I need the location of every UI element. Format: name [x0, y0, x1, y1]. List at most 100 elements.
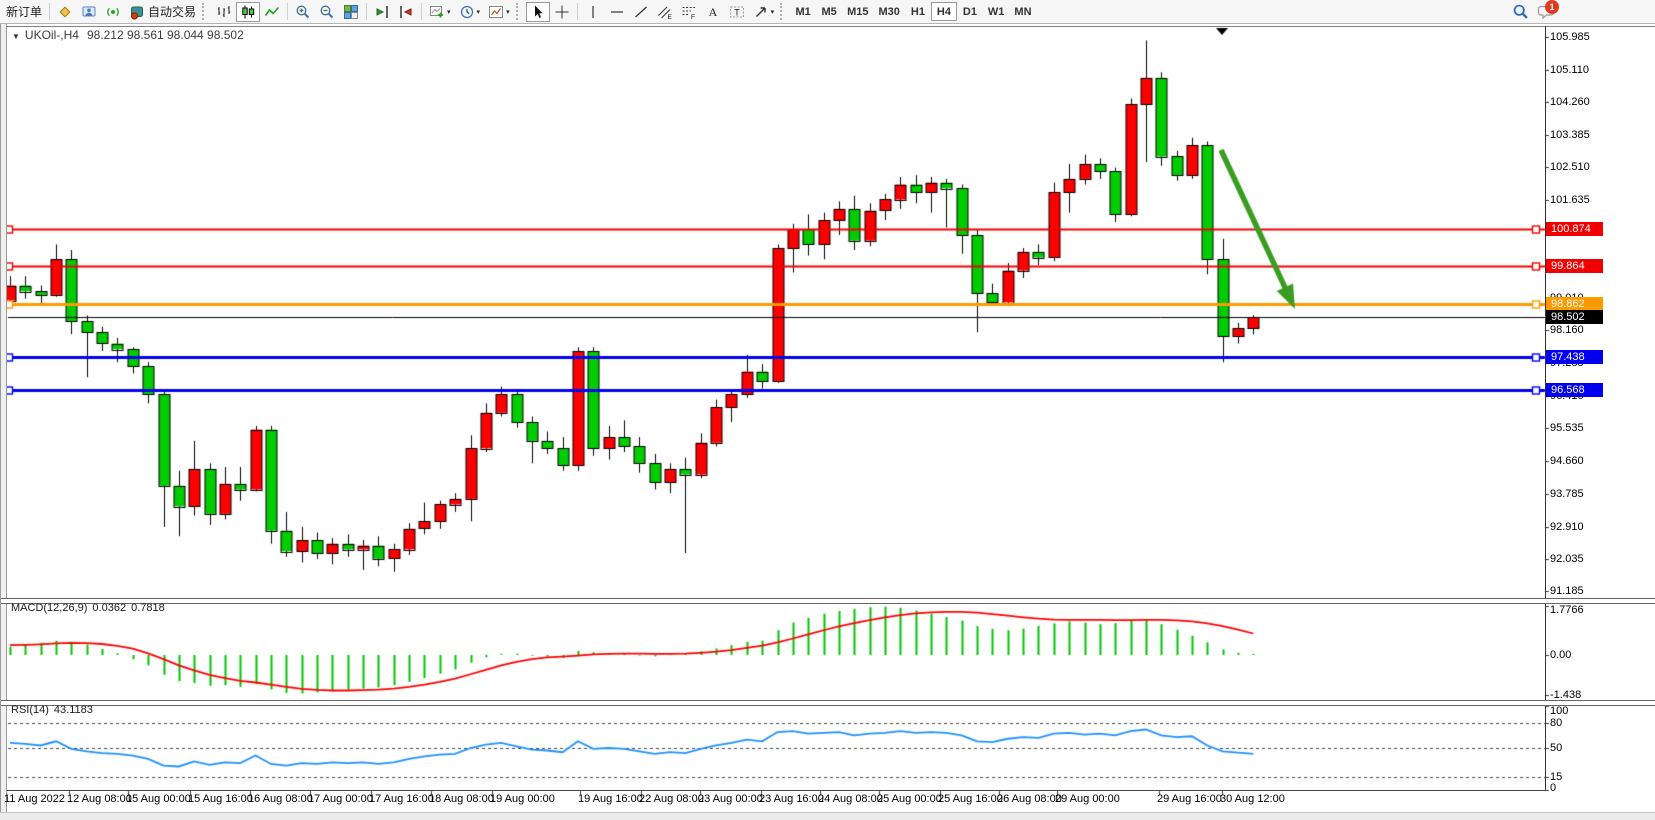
timeframe-button-M15[interactable]: M15 [842, 2, 873, 21]
toolbar-separator [366, 3, 368, 20]
date-tick-label: 11 Aug 2022 [4, 793, 65, 805]
price-tick-label: 91.185 [1550, 585, 1584, 597]
arrows-button[interactable]: ▾ [749, 2, 779, 22]
new-order-button[interactable]: 新订单 [2, 2, 46, 22]
indicators-button[interactable]: ▾ [425, 2, 455, 22]
candlestick-chart-button[interactable] [236, 1, 261, 22]
date-tick-label: 23 Aug 00:00 [698, 793, 763, 805]
date-tick-label: 19 Aug 16:00 [578, 793, 643, 805]
macd-tick-label: 0.00 [1550, 649, 1572, 661]
channel-button[interactable]: E [653, 2, 677, 22]
rsi-tick-label: 0 [1550, 782, 1557, 794]
search-icon [1512, 3, 1529, 20]
rsi-value: 43.1183 [53, 704, 93, 716]
date-tick-label: 26 Aug 08:00 [997, 793, 1062, 805]
periods-button[interactable]: ▾ [455, 2, 485, 22]
date-tick-label: 15 Aug 00:00 [126, 793, 191, 805]
zoom-in-button[interactable] [291, 2, 315, 22]
candlestick-icon [240, 4, 256, 20]
rsi-tick-label: 80 [1550, 717, 1563, 729]
autotrading-icon [129, 4, 145, 20]
timeframe-button-H4[interactable]: H4 [930, 2, 957, 21]
text-label-icon: T [729, 4, 745, 20]
toolbar-gripper[interactable] [780, 3, 786, 20]
notification-badge: 1 [1545, 0, 1559, 14]
crosshair-icon [554, 4, 570, 20]
timeframe-button-D1[interactable]: D1 [957, 2, 983, 21]
bar-chart-button[interactable] [212, 2, 236, 22]
line-chart-icon [264, 4, 280, 20]
macd-signal-value: 0.7818 [131, 602, 165, 614]
vertical-line-icon [585, 4, 601, 20]
price-line-label: 97.438 [1546, 350, 1603, 364]
svg-text:F: F [691, 14, 695, 20]
line-chart-button[interactable] [260, 2, 284, 22]
timeframe-button-W1[interactable]: W1 [983, 2, 1010, 21]
price-tick-label: 101.635 [1550, 194, 1590, 206]
timeframe-button-H1[interactable]: H1 [905, 2, 931, 21]
rsi-pane-splitter[interactable] [1, 700, 1655, 706]
toolbar-separator [49, 3, 51, 20]
date-tick-label: 29 Aug 16:00 [1157, 793, 1222, 805]
rsi-tick-label: 15 [1550, 771, 1563, 783]
vertical-line-button[interactable] [581, 2, 605, 22]
svg-text:A: A [708, 5, 717, 19]
text-icon: A [705, 4, 721, 20]
indicators-icon [429, 4, 445, 20]
toolbar-separator [421, 3, 423, 20]
chevron-down-icon: ▾ [506, 8, 510, 16]
timeframe-button-MN[interactable]: MN [1009, 2, 1036, 21]
fibonacci-button[interactable]: F [677, 2, 701, 22]
macd-indicator-label: MACD(12,26,9) 0.0362 0.7818 [11, 602, 170, 614]
toolbar-gripper[interactable] [202, 3, 208, 20]
horizontal-line-button[interactable] [605, 2, 629, 22]
macd-name: MACD(12,26,9) [11, 602, 88, 614]
symbol-dropdown-icon[interactable]: ▼ [12, 32, 20, 41]
timeframe-button-M5[interactable]: M5 [816, 2, 842, 21]
autotrading-label: 自动交易 [148, 5, 197, 19]
date-tick-label: 15 Aug 16:00 [188, 793, 253, 805]
price-tick-label: 93.785 [1550, 488, 1584, 500]
news-button[interactable] [101, 2, 125, 22]
toolbar-separator [576, 3, 578, 20]
search-button[interactable] [1508, 1, 1533, 21]
zoom-out-button[interactable] [315, 2, 339, 22]
date-tick-label: 25 Aug 16:00 [938, 793, 1003, 805]
bar-chart-icon [216, 4, 232, 20]
macd-pane-splitter[interactable] [1, 598, 1655, 604]
price-line-label: 99.864 [1546, 259, 1603, 273]
price-tick-label: 92.035 [1550, 553, 1584, 565]
cursor-button[interactable] [525, 1, 550, 22]
date-tick-label: 22 Aug 08:00 [639, 793, 704, 805]
price-line-label: 96.568 [1546, 383, 1603, 397]
date-tick-label: 25 Aug 00:00 [877, 793, 942, 805]
tile-windows-button[interactable] [339, 2, 363, 22]
auto-scroll-button[interactable] [370, 2, 394, 22]
trendline-button[interactable] [629, 2, 653, 22]
templates-button[interactable]: ▾ [484, 2, 514, 22]
toolbar-gripper[interactable] [515, 3, 522, 20]
signals-button[interactable] [77, 2, 101, 22]
chart-shift-button[interactable] [394, 2, 418, 22]
text-button[interactable]: A [701, 2, 725, 22]
timeframe-button-M30[interactable]: M30 [874, 2, 905, 21]
chart-title[interactable]: ▼ UKOil-,H4 98.212 98.561 98.044 98.502 [12, 28, 244, 42]
toolbar-separator [287, 3, 289, 20]
timeframe-button-M1[interactable]: M1 [790, 2, 816, 21]
date-tick-label: 17 Aug 00:00 [308, 793, 373, 805]
crosshair-button[interactable] [550, 2, 574, 22]
arrows-icon [753, 4, 769, 20]
periods-icon [459, 4, 475, 20]
date-tick-label: 23 Aug 16:00 [759, 793, 824, 805]
auto-scroll-icon [374, 4, 390, 20]
metaquotes-button[interactable] [53, 2, 77, 22]
price-tick-label: 92.910 [1550, 521, 1584, 533]
price-axis-divider [1545, 26, 1546, 790]
rsi-tick-label: 50 [1550, 742, 1563, 754]
autotrading-button[interactable]: 自动交易 [125, 2, 200, 22]
tile-windows-icon [343, 4, 359, 20]
macd-main-value: 0.0362 [92, 602, 127, 614]
text-label-button[interactable]: T [725, 2, 749, 22]
